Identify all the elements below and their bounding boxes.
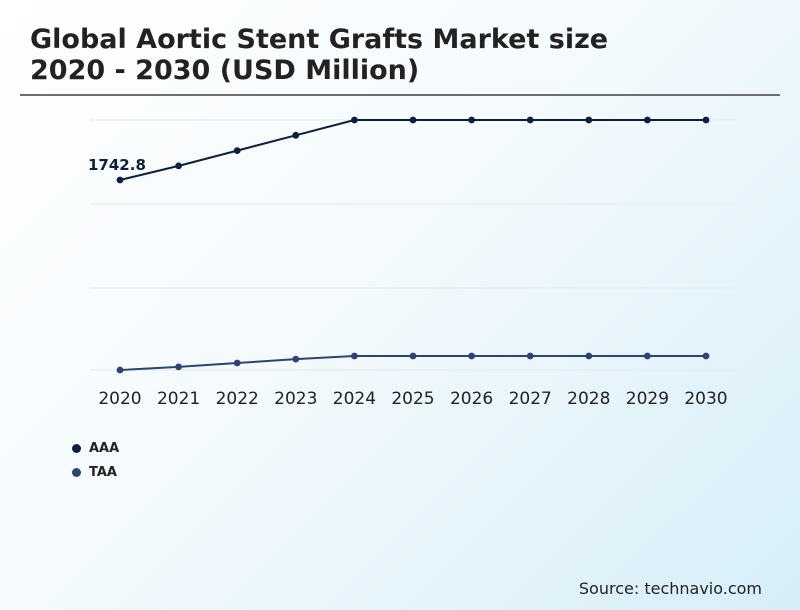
chart-title-line-1: Global Aortic Stent Grafts Market size [30,24,609,55]
line-chart: 1742.8 2020 2021 2022 2023 2024 2025 2026 2027 2… [88,116,736,409]
point-aaa-2023 [292,131,300,139]
point-aaa-2026 [468,116,475,124]
point-taa-2030 [702,352,710,360]
x-tick-label-2030: 2030 [684,389,727,409]
legend-item-taa: TAA [72,460,119,484]
title-divider [20,94,780,96]
point-aaa-2022 [233,147,241,154]
x-tick-label-2026: 2026 [450,389,493,409]
point-taa-2023 [292,355,300,363]
point-aaa-2028 [585,116,593,124]
point-aaa-2027 [526,116,534,124]
legend: AAA TAA [72,436,119,484]
data-labels: 1742.8 [88,156,146,174]
grid-lines [90,119,736,371]
x-tick-label-2028: 2028 [567,389,610,409]
x-tick-label-2021: 2021 [157,389,200,409]
x-tick-label-2029: 2029 [626,389,669,409]
point-aaa-2020 [116,176,124,184]
point-aaa-2024 [351,116,358,124]
x-tick-label-2022: 2022 [216,389,259,409]
point-aaa-2021 [175,162,183,170]
point-taa-2021 [175,363,183,371]
legend-marker-aaa [72,443,81,453]
point-taa-2020 [116,366,124,374]
source-note: Source: technavio.com [578,579,762,598]
point-taa-2026 [468,352,475,360]
legend-item-aaa: AAA [72,436,119,460]
chart-title-line-2: 2020 - 2030 (USD Million) [30,55,420,86]
point-taa-2028 [585,352,593,360]
point-taa-2022 [233,359,241,367]
x-axis-tick-labels: 2020 2021 2022 2023 2024 2025 2026 2027 2028 2029… [98,389,727,409]
point-taa-2027 [526,352,534,360]
x-tick-label-2024: 2024 [333,389,376,409]
series-lines [119,119,706,371]
data-points [116,116,710,374]
point-taa-2024 [351,352,358,360]
point-aaa-2029 [644,116,651,124]
x-tick-label-2023: 2023 [274,389,317,409]
x-tick-label-2025: 2025 [391,389,434,409]
chart-title: Global Aortic Stent Grafts Market size 2… [30,24,770,86]
legend-label-taa: TAA [89,464,117,480]
point-aaa-2030 [702,116,710,124]
x-tick-label-2020: 2020 [98,389,141,409]
point-taa-2029 [644,352,651,360]
legend-label-aaa: AAA [89,440,120,456]
x-tick-label-2027: 2027 [509,389,552,409]
data-label-aaa-2020: 1742.8 [88,156,146,174]
series-line-aaa [119,119,706,181]
legend-marker-taa [72,467,81,477]
point-aaa-2025 [409,116,417,124]
point-taa-2025 [409,352,417,360]
